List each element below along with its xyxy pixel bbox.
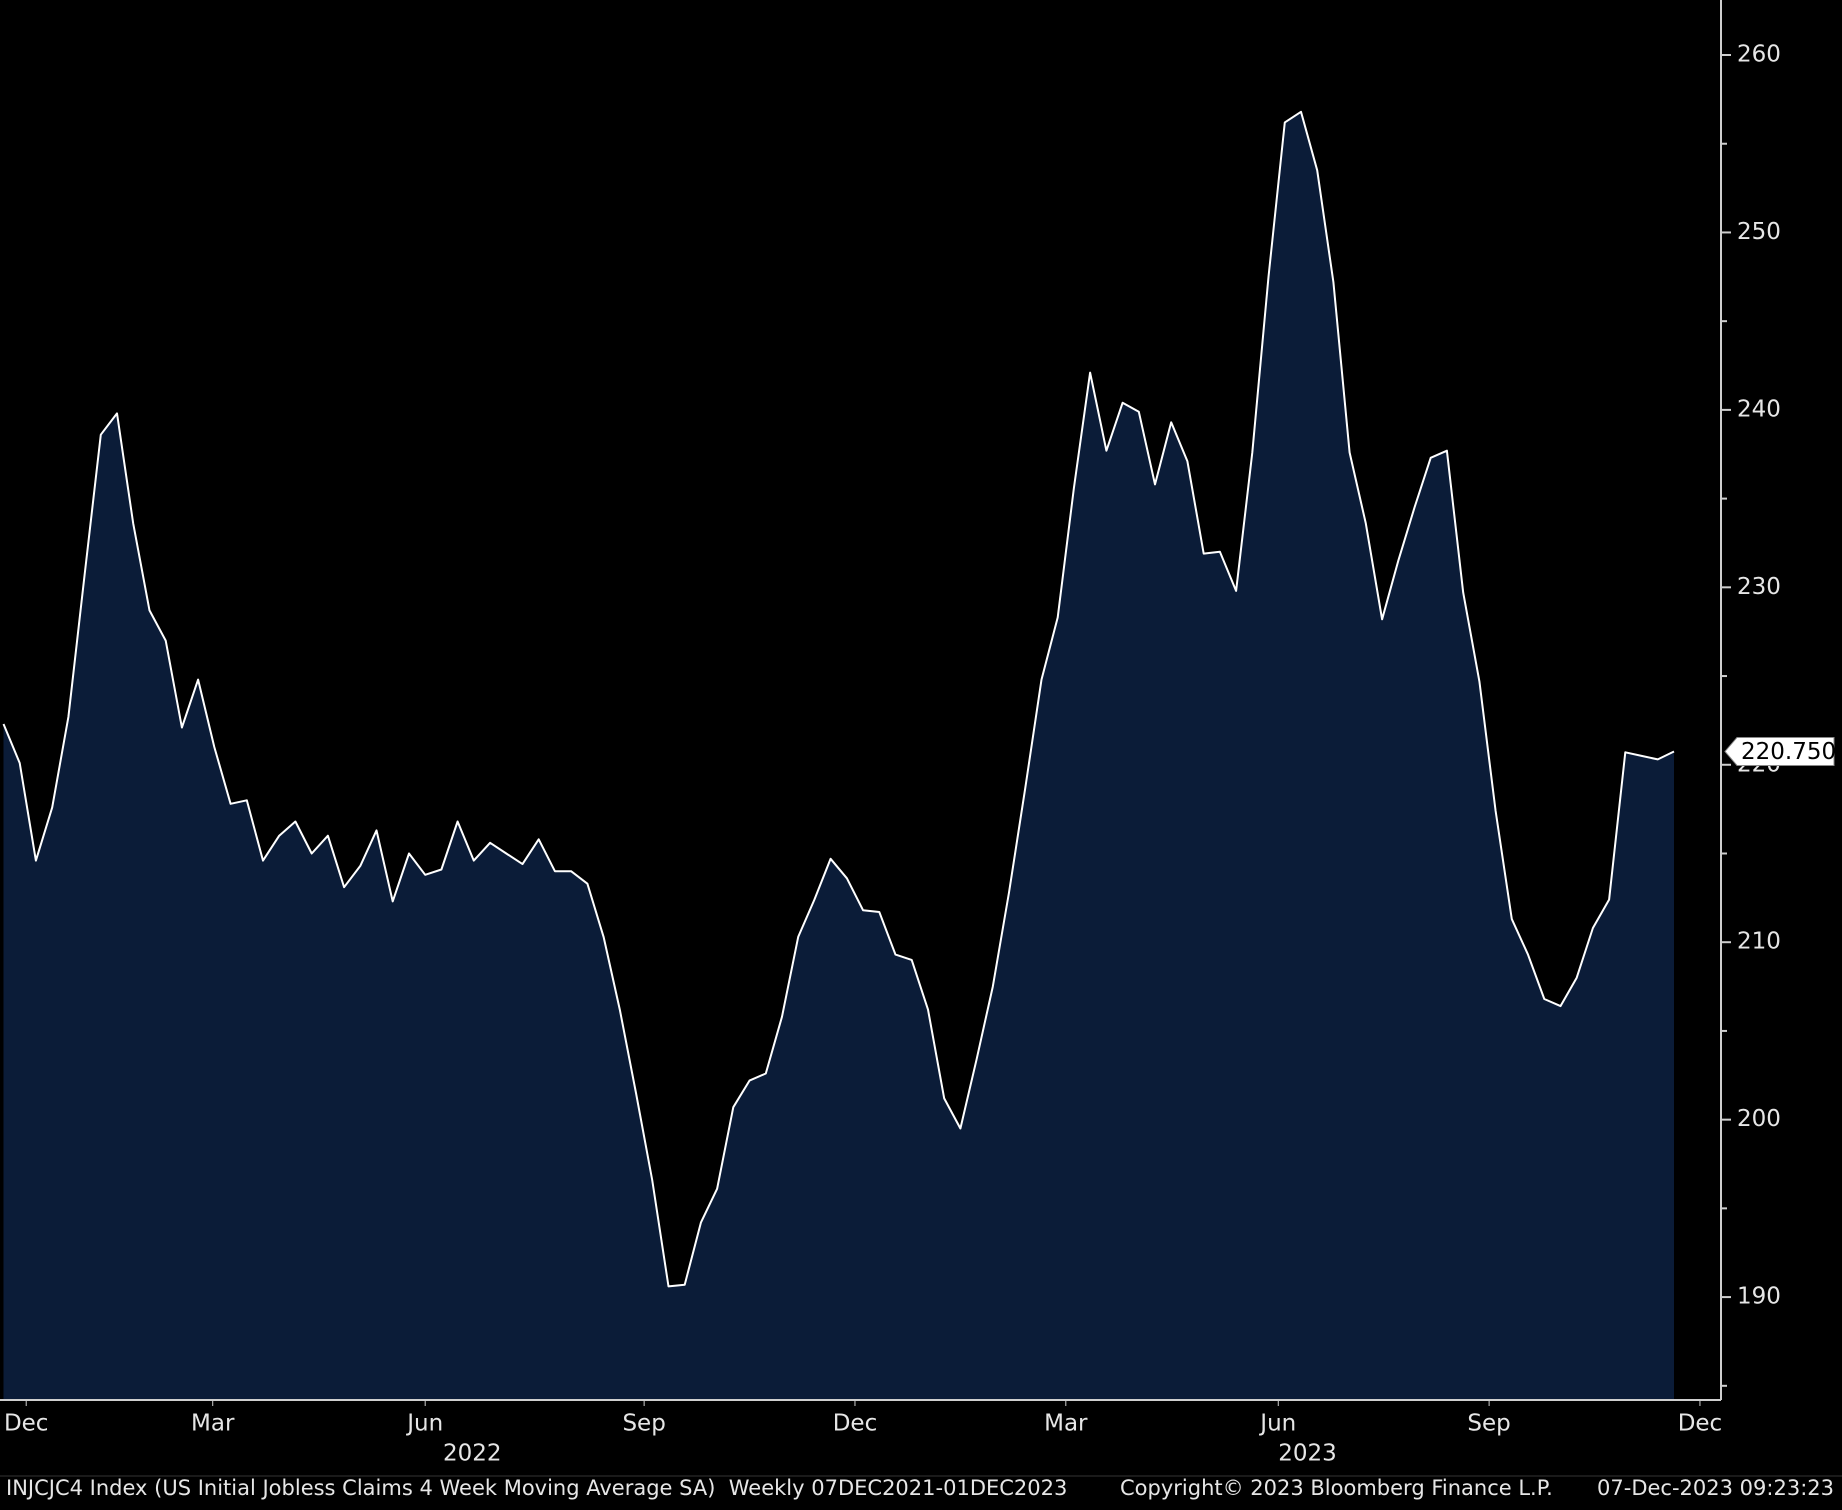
y-tick-label: 240 xyxy=(1737,396,1781,422)
y-tick-label: 230 xyxy=(1737,574,1781,600)
y-tick-label: 210 xyxy=(1737,929,1781,955)
y-tick-label: 200 xyxy=(1737,1106,1781,1132)
line xyxy=(2,110,1675,1288)
y-tick-label: 260 xyxy=(1737,42,1781,68)
x-tick-label: Sep xyxy=(622,1411,665,1437)
x-tick-label: Dec xyxy=(4,1411,49,1437)
y-tick-label: 250 xyxy=(1737,219,1781,245)
x-tick-label: Jun xyxy=(405,1411,443,1437)
footer-right: 07-Dec-2023 09:23:23 xyxy=(1597,1476,1834,1500)
plot xyxy=(2,110,1675,1400)
x-tick-label: Sep xyxy=(1467,1411,1510,1437)
x-tick-label: Mar xyxy=(1044,1411,1088,1437)
x-tick-label: Mar xyxy=(191,1411,235,1437)
y-tick-label: 190 xyxy=(1737,1284,1781,1310)
x-tick-label: Jun xyxy=(1258,1411,1296,1437)
x-tick-label: Dec xyxy=(833,1411,878,1437)
x-group-label: 2023 xyxy=(1278,1441,1337,1467)
x-tick-label: Dec xyxy=(1678,1411,1723,1437)
last-value-marker xyxy=(1724,736,1835,766)
x-group-label: 2022 xyxy=(443,1441,502,1467)
area xyxy=(3,111,1674,1400)
footer-left: INJCJC4 Index (US Initial Jobless Claims… xyxy=(6,1476,1067,1500)
footer-center: Copyright© 2023 Bloomberg Finance L.P. xyxy=(1120,1476,1553,1500)
last-value-label: 220.750 xyxy=(1741,739,1836,765)
